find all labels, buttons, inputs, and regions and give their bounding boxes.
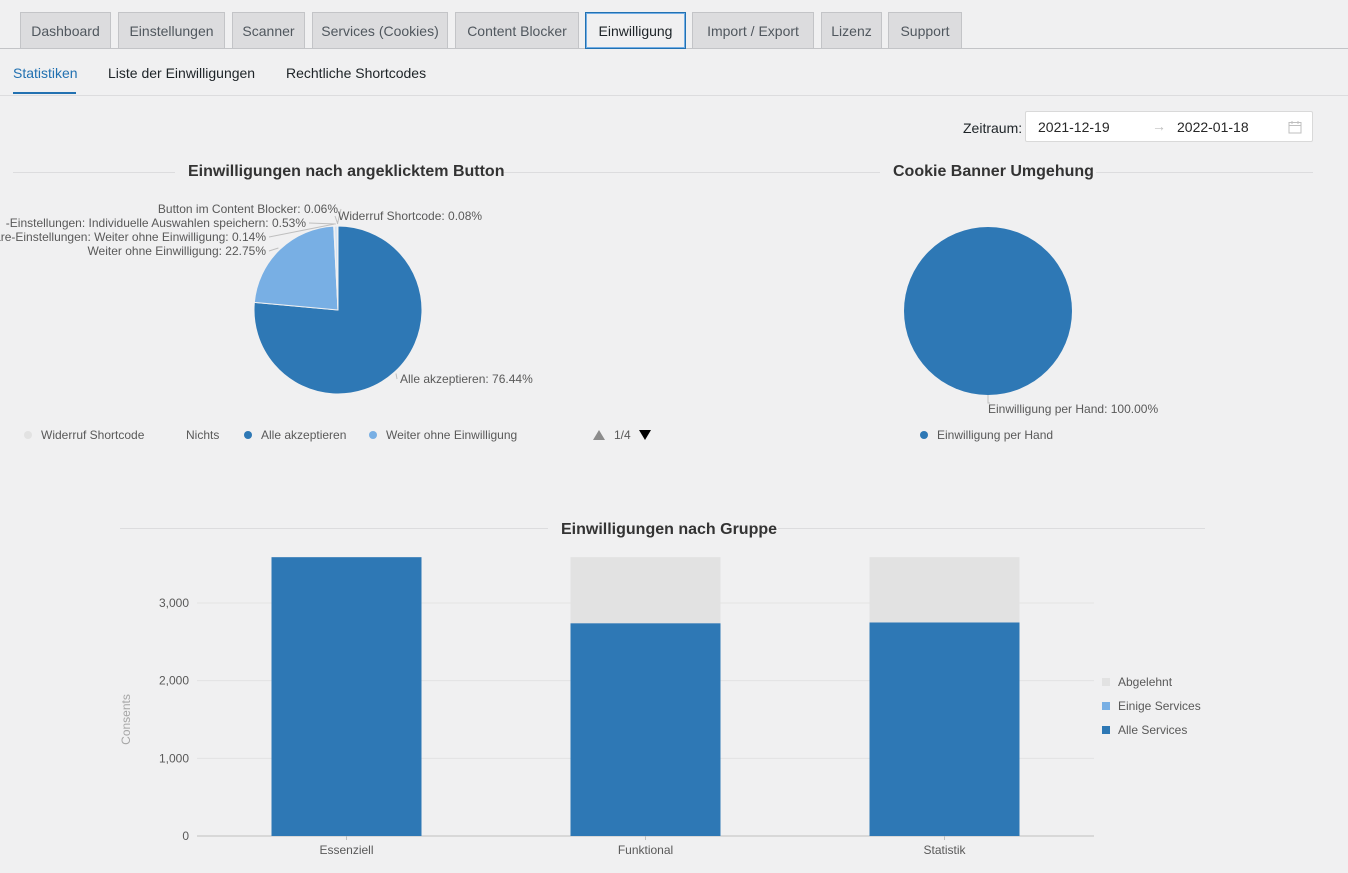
subtab-statistiken[interactable]: Statistiken [13,65,78,81]
pie1-data-label: Weiter ohne Einwilligung: 22.75% [87,244,266,258]
bar-chart-groups: 0 1,000 2,000 3,000 Consents Essenziell Funkti… [119,557,1201,857]
pie2-title: Cookie Banner Umgehung [893,163,1094,180]
active-subtab-indicator [13,92,76,94]
bar-ytick-label: 3,000 [159,596,189,610]
pie1-title-rule-right [503,172,875,173]
bar-statistik-abgelehnt[interactable] [869,557,1020,623]
legend-label: Nichts [186,428,220,442]
main-tabs: Dashboard Einstellungen Scanner Services… [0,0,1348,49]
pie2-data-label: Einwilligung per Hand: 100.00% [988,402,1158,416]
bar-legend-item-abgelehnt[interactable]: Abgelehnt [1118,675,1173,689]
bar-ytick-label: 0 [182,829,189,843]
date-range-picker[interactable]: 2021-12-19 → 2022-01-18 [1025,111,1313,142]
pie1-leader-line [334,215,339,225]
range-end-input[interactable]: 2022-01-18 [1177,119,1249,135]
pie1-slice-weiter-ohne-einwilligung[interactable] [253,225,339,311]
pie1-leader-line [268,247,279,252]
bar-legend-swatch-icon [1102,702,1110,710]
legend-pager: 1/4 [614,428,631,442]
bar-title-rule-right [778,528,1205,529]
sub-tabs: Statistiken Liste der Einwilligungen Rec… [0,49,1348,96]
range-separator-icon: → [1152,118,1166,134]
pie1-data-label: Button im Content Blocker: 0.06% [158,202,338,216]
legend-label: Widerruf Shortcode [41,428,145,442]
tab-einwilligung[interactable]: Einwilligung [585,12,686,49]
bar-funktional-abgelehnt[interactable] [570,557,721,624]
bar-ytick-label: 1,000 [159,751,189,765]
pie2-slice-einwilligung-per-hand[interactable] [904,227,1072,395]
bar-funktional-alle-services[interactable] [570,623,721,836]
tab-import-export[interactable]: Import / Export [692,12,814,48]
legend-dot-icon [244,431,252,439]
pie1-data-label: Widerruf Shortcode: 0.08% [338,209,482,223]
tab-scanner[interactable]: Scanner [232,12,305,48]
legend-label: Weiter ohne Einwilligung [386,428,518,442]
pie1-legend-item-alle-akzeptieren[interactable]: Alle akzeptieren [244,428,346,442]
bar-xtick-label: Essenziell [319,843,373,857]
bar-statistik-alle-services[interactable] [869,622,1020,836]
pie1-legend-item-widerruf-shortcode[interactable]: Widerruf Shortcode [24,428,144,442]
legend-next-icon[interactable] [638,429,652,441]
pie1-legend-item-weiter-ohne-einwilligung[interactable]: Weiter ohne Einwilligung [369,428,517,442]
pie1-leader-line [336,208,342,225]
legend-prev-icon[interactable] [592,429,606,441]
range-start-input[interactable]: 2021-12-19 [1038,119,1110,135]
bar-ytick-label: 2,000 [159,674,189,688]
bar-legend-item-einige-services[interactable]: Einige Services [1118,699,1201,713]
tab-content-blocker[interactable]: Content Blocker [455,12,579,48]
pie1-leader-line [395,373,398,380]
bar-ylabel: Consents [119,694,133,745]
bar-legend-swatch-icon [1102,726,1110,734]
legend-label: Einwilligung per Hand [937,428,1054,442]
bar-legend-item-alle-services[interactable]: Alle Services [1118,723,1187,737]
legend-dot-icon [24,431,32,439]
bar-xtick-label: Statistik [923,843,966,857]
pie1-data-label: Alle akzeptieren: 76.44% [400,372,533,386]
subtab-liste-der-einwilligungen[interactable]: Liste der Einwilligungen [108,65,256,81]
tab-dashboard[interactable]: Dashboard [20,12,111,48]
legend-dot-icon [169,431,177,439]
pie1-leader-line [308,222,336,225]
legend-dot-icon [920,431,928,439]
tab-support[interactable]: Support [888,12,962,48]
bar-legend-swatch-icon [1102,678,1110,686]
legend-label: Alle akzeptieren [261,428,347,442]
pie2-title-rule-right [1096,172,1313,173]
bar-xtick-label: Funktional [618,843,673,857]
subtab-rechtliche-shortcodes[interactable]: Rechtliche Shortcodes [286,65,427,81]
tab-einstellungen[interactable]: Einstellungen [118,12,225,48]
pie1-leader-line [268,223,335,238]
pie2-legend-item-einwilligung-per-hand[interactable]: Einwilligung per Hand [920,428,1053,442]
pie1-data-label: äre-Einstellungen: Weiter ohne Einwillig… [0,230,266,244]
pie1-title-rule-left [13,172,175,173]
bar-title-rule-left [120,528,548,529]
pie2-title-rule-left [875,172,880,173]
range-label: Zeitraum: [963,120,1023,136]
tab-lizenz[interactable]: Lizenz [821,12,882,48]
legend-dot-icon [369,431,377,439]
bar-title: Einwilligungen nach Gruppe [561,521,778,538]
pie1-legend-item-nichts[interactable]: Nichts [169,428,219,442]
pie1-slice-alle-akzeptieren[interactable] [253,225,423,395]
pie2-leader-line [987,395,990,404]
calendar-icon[interactable] [1288,120,1302,134]
pie1-data-label: -Einstellungen: Individuelle Auswahlen s… [6,216,307,230]
tab-services-cookies[interactable]: Services (Cookies) [312,12,448,48]
pie1-title: Einwilligungen nach angeklicktem Button [188,163,505,180]
bar-essenziell-alle-services[interactable] [271,557,422,836]
pie-chart-banner-bypass: Einwilligung per Hand: 100.00% [904,227,1158,416]
pie-chart-buttons: Alle akzeptieren: 76.44% Weiter ohne Einw… [0,202,533,395]
